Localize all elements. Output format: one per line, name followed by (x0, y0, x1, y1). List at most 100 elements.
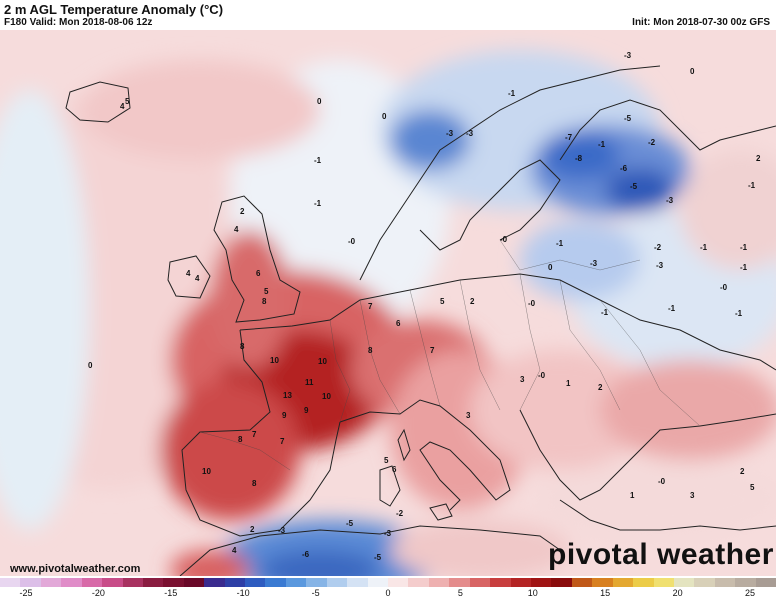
anomaly-value-label: 10 (202, 467, 211, 476)
site-url[interactable]: www.pivotalweather.com (10, 563, 141, 575)
anomaly-value-label: -6 (302, 550, 310, 559)
colorbar-tick-label: 10 (527, 588, 538, 598)
header: 2 m AGL Temperature Anomaly (°C) F180 Va… (0, 0, 776, 30)
anomaly-value-label: 5 (264, 287, 269, 296)
anomaly-value-label: -1 (601, 308, 609, 317)
anomaly-value-label: -1 (556, 239, 564, 248)
anomaly-value-label: -1 (508, 89, 516, 98)
anomaly-value-label: 5 (750, 483, 755, 492)
colorbar-tick-label: 20 (672, 588, 683, 598)
anomaly-value-label: 2 (598, 383, 603, 392)
anomaly-value-label: -5 (630, 182, 638, 191)
colorbar-swatch (530, 578, 552, 587)
anomaly-value-label: -7 (565, 133, 573, 142)
anomaly-value-label: 3 (690, 491, 695, 500)
anomaly-value-label: 0 (382, 112, 387, 121)
brand-text: pivotal weather (548, 538, 774, 571)
anomaly-value-label: 8 (252, 479, 257, 488)
anomaly-value-label: 10 (318, 357, 327, 366)
anomaly-value-label: 2 (756, 154, 761, 163)
colorbar-swatch (326, 578, 348, 587)
anomaly-value-label: 3 (466, 411, 471, 420)
anomaly-value-label: -0 (348, 237, 356, 246)
anomaly-value-label: 4 (195, 274, 200, 283)
colorbar-swatch (388, 578, 409, 587)
colorbar-swatch (347, 578, 368, 587)
anomaly-value-label: -5 (374, 553, 382, 562)
anomaly-value-label: 9 (304, 406, 309, 415)
colorbar-swatch (224, 578, 246, 587)
colorbar-tick-label: 5 (457, 588, 463, 598)
colorbar-swatch (367, 578, 389, 587)
anomaly-value-label: -0 (658, 477, 666, 486)
anomaly-value-label: 6 (392, 465, 397, 474)
anomaly-value-label: 4 (232, 546, 237, 555)
anomaly-value-label: 5 (440, 297, 445, 306)
anomaly-value-label: -1 (598, 140, 606, 149)
colorbar-swatch (612, 578, 634, 587)
colorbar-swatch (245, 578, 266, 587)
anomaly-value-label: 0 (690, 67, 695, 76)
map-title: 2 m AGL Temperature Anomaly (°C) (4, 2, 224, 17)
anomaly-value-label: -3 (466, 129, 474, 138)
colorbar-tick-label: -15 (164, 588, 178, 598)
colorbar-swatch (142, 578, 164, 587)
map-canvas (0, 30, 776, 576)
anomaly-value-label: 3 (520, 375, 525, 384)
anomaly-value-label: -1 (740, 243, 748, 252)
anomaly-value-label: -5 (624, 114, 632, 123)
anomaly-value-label: -2 (648, 138, 656, 147)
anomaly-value-label: 7 (280, 437, 285, 446)
anomaly-value-label: 10 (270, 356, 279, 365)
anomaly-value-label: 4 (234, 225, 239, 234)
anomaly-value-label: -5 (346, 519, 354, 528)
anomaly-value-label: -2 (396, 509, 404, 518)
model-init-time: Init: Mon 2018-07-30 00z GFS (632, 17, 770, 28)
colorbar-swatch (204, 578, 225, 587)
anomaly-value-label: -3 (656, 261, 664, 270)
anomaly-value-label: -3 (384, 529, 392, 538)
anomaly-value-label: 2 (740, 467, 745, 476)
colorbar-swatch (571, 578, 593, 587)
anomaly-value-label: 2 (250, 525, 255, 534)
anomaly-value-label: 0 (548, 263, 553, 272)
anomaly-value-label: -3 (278, 526, 286, 535)
colorbar-swatch (735, 578, 756, 587)
colorbar-swatch (40, 578, 62, 587)
colorbar-tick-label: -25 (19, 588, 33, 598)
colorbar-swatch (714, 578, 736, 587)
colorbar-swatch (551, 578, 572, 587)
colorbar-swatch (490, 578, 511, 587)
colorbar-swatch (510, 578, 531, 587)
forecast-valid-time: F180 Valid: Mon 2018-08-06 12z (4, 17, 153, 28)
brand-logo: pivotal weather (548, 538, 774, 572)
anomaly-value-label: -1 (314, 156, 322, 165)
anomaly-value-label: -0 (538, 371, 546, 380)
colorbar-swatch (102, 578, 123, 587)
colorbar-swatch (408, 578, 429, 587)
colorbar-tick-label: -5 (311, 588, 320, 598)
colorbar-swatch (61, 578, 82, 587)
anomaly-value-label: 8 (262, 297, 267, 306)
colorbar-swatch (20, 578, 41, 587)
colorbar-swatch (694, 578, 715, 587)
anomaly-value-label: 5 (125, 97, 130, 106)
anomaly-value-label: 6 (256, 269, 261, 278)
colorbar-swatch (755, 578, 776, 587)
anomaly-value-label: 8 (238, 435, 243, 444)
anomaly-value-label: 0 (317, 97, 322, 106)
anomaly-value-label: 8 (240, 342, 245, 351)
anomaly-value-label: 8 (368, 346, 373, 355)
anomaly-value-label: 5 (384, 456, 389, 465)
colorbar-ticks: -25 -20 -15 -10 -5 0 5 10 15 20 25 (0, 588, 776, 600)
colorbar-swatch (469, 578, 491, 587)
anomaly-value-label: 7 (368, 302, 373, 311)
anomaly-value-label: 4 (120, 102, 125, 111)
colorbar-tick-label: 15 (600, 588, 611, 598)
anomaly-value-label: -3 (666, 196, 674, 205)
anomaly-value-label: 1 (630, 491, 635, 500)
anomaly-value-label: 7 (430, 346, 435, 355)
colorbar-tick-label: -10 (236, 588, 250, 598)
anomaly-value-label: 2 (240, 207, 245, 216)
colorbar-tick-label: -20 (91, 588, 105, 598)
